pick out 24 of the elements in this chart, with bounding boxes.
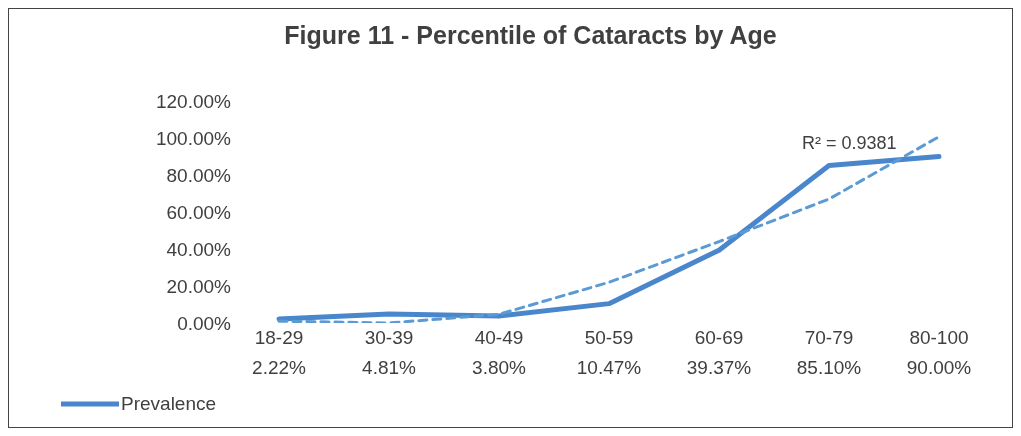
x-tick-label: 40-49	[474, 327, 524, 349]
x-tick-label: 18-29	[254, 327, 304, 349]
y-tick-label: 80.00%	[166, 164, 232, 186]
data-label: 4.81%	[362, 357, 417, 379]
data-label: 39.37%	[686, 357, 752, 379]
y-tick-label: 20.00%	[166, 275, 232, 297]
data-label: 3.80%	[472, 357, 527, 379]
data-label: 85.10%	[796, 357, 862, 379]
annotation: R² = 0.9381	[799, 133, 900, 154]
x-tick-label: 30-39	[364, 327, 414, 349]
y-tick-label: 60.00%	[166, 201, 232, 223]
x-tick-label: 80-100	[909, 327, 969, 349]
x-tick-label: 70-79	[804, 327, 854, 349]
data-label: 90.00%	[906, 357, 972, 379]
x-tick-label: 60-69	[694, 327, 744, 349]
legend-label: Prevalence	[121, 393, 217, 415]
y-tick-label: 100.00%	[155, 127, 232, 149]
y-tick-label: 0.00%	[177, 312, 232, 334]
data-label: 10.47%	[576, 357, 642, 379]
y-tick-label: 120.00%	[155, 90, 232, 112]
chart-title: Figure 11 - Percentile of Cataracts by Age	[283, 21, 778, 50]
y-tick-label: 40.00%	[166, 238, 232, 260]
data-label: 2.22%	[252, 357, 307, 379]
x-tick-label: 50-59	[584, 327, 634, 349]
